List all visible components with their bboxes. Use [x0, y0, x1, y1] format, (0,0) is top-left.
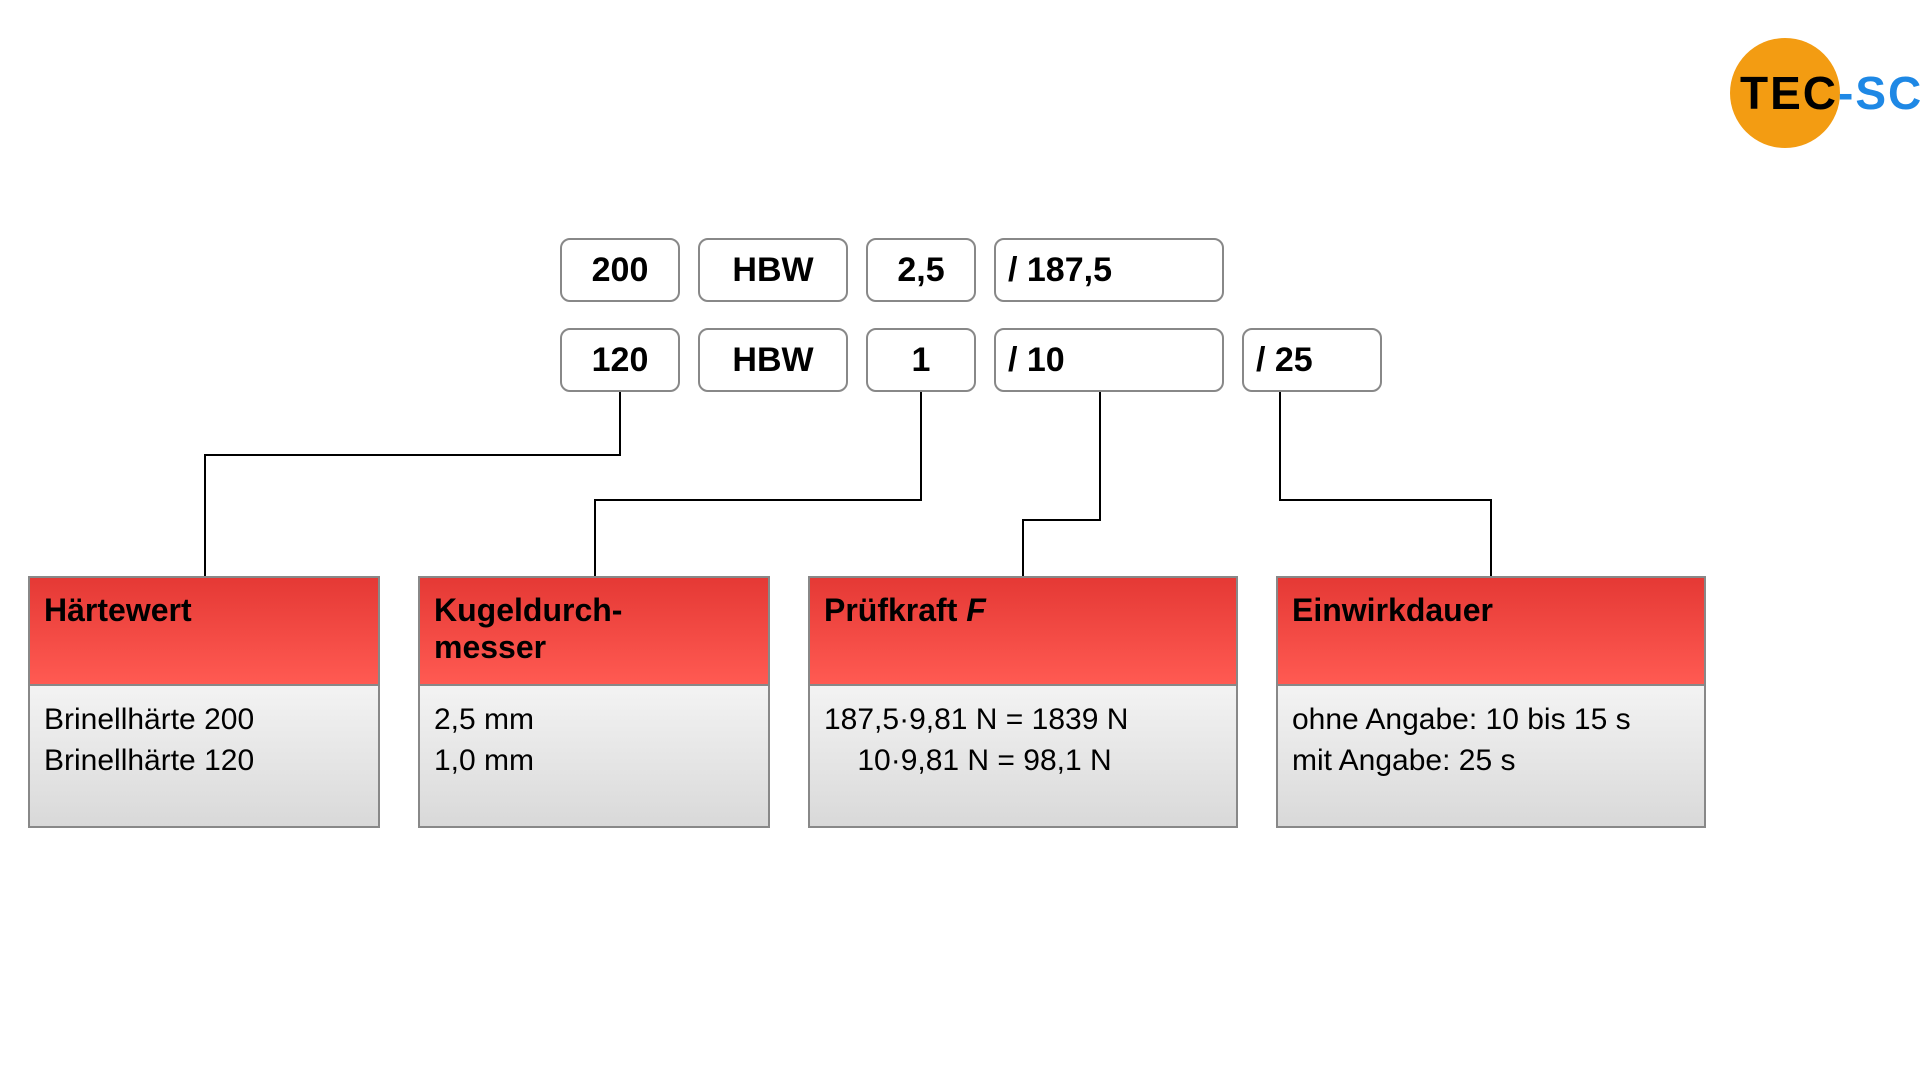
block-force-title: Prüfkraft F: [810, 578, 1236, 686]
force-line1: 187,5·9,81 N = 1839 N: [824, 703, 1128, 736]
block-hardness-title: Härtewert: [30, 578, 378, 686]
logo-tec: TEC: [1740, 67, 1838, 119]
connector-lines: [0, 0, 1920, 1080]
block-hardness: Härtewert Brinellhärte 200 Brinellhärte …: [28, 576, 380, 828]
force-title-pre: Prüfkraft: [824, 592, 966, 628]
block-time: Einwirkdauer ohne Angabe: 10 bis 15 s mi…: [1276, 576, 1706, 828]
hardness-line1: Brinellhärte 200: [44, 703, 254, 736]
box-time-2: / 25: [1242, 328, 1382, 392]
block-force-body: 187,5·9,81 N = 1839 N 10·9,81 N = 98,1 N: [810, 686, 1236, 826]
block-diameter-title: Kugeldurch- messer: [420, 578, 768, 686]
diameter-line2: 1,0 mm: [434, 744, 534, 777]
force-line2: 10·9,81 N = 98,1 N: [824, 744, 1112, 777]
box-value-1: 200: [560, 238, 680, 302]
box-hbw-1: HBW: [698, 238, 848, 302]
logo-dash: -: [1838, 67, 1855, 119]
notation-row-1: 200 HBW 2,5 / 187,5: [560, 238, 1224, 302]
box-value-2: 120: [560, 328, 680, 392]
diameter-line1: 2,5 mm: [434, 703, 534, 736]
block-time-title: Einwirkdauer: [1278, 578, 1704, 686]
block-time-body: ohne Angabe: 10 bis 15 s mit Angabe: 25 …: [1278, 686, 1704, 826]
block-hardness-body: Brinellhärte 200 Brinellhärte 120: [30, 686, 378, 826]
block-diameter: Kugeldurch- messer 2,5 mm 1,0 mm: [418, 576, 770, 828]
box-force-2: / 10: [994, 328, 1224, 392]
block-diameter-body: 2,5 mm 1,0 mm: [420, 686, 768, 826]
notation-row-2: 120 HBW 1 / 10 / 25: [560, 328, 1382, 392]
box-force-1: / 187,5: [994, 238, 1224, 302]
hardness-line2: Brinellhärte 120: [44, 744, 254, 777]
time-line2: mit Angabe: 25 s: [1292, 744, 1515, 777]
block-force: Prüfkraft F 187,5·9,81 N = 1839 N 10·9,8…: [808, 576, 1238, 828]
force-title-var: F: [966, 592, 986, 628]
time-line1: ohne Angabe: 10 bis 15 s: [1292, 703, 1631, 736]
logo-text: TEC-SCIENCE.COM: [1740, 66, 1920, 120]
brand-logo: TEC-SCIENCE.COM: [1730, 38, 1840, 148]
box-hbw-2: HBW: [698, 328, 848, 392]
box-diameter-1: 2,5: [866, 238, 976, 302]
logo-science: SCIENCE: [1855, 67, 1920, 119]
box-diameter-2: 1: [866, 328, 976, 392]
